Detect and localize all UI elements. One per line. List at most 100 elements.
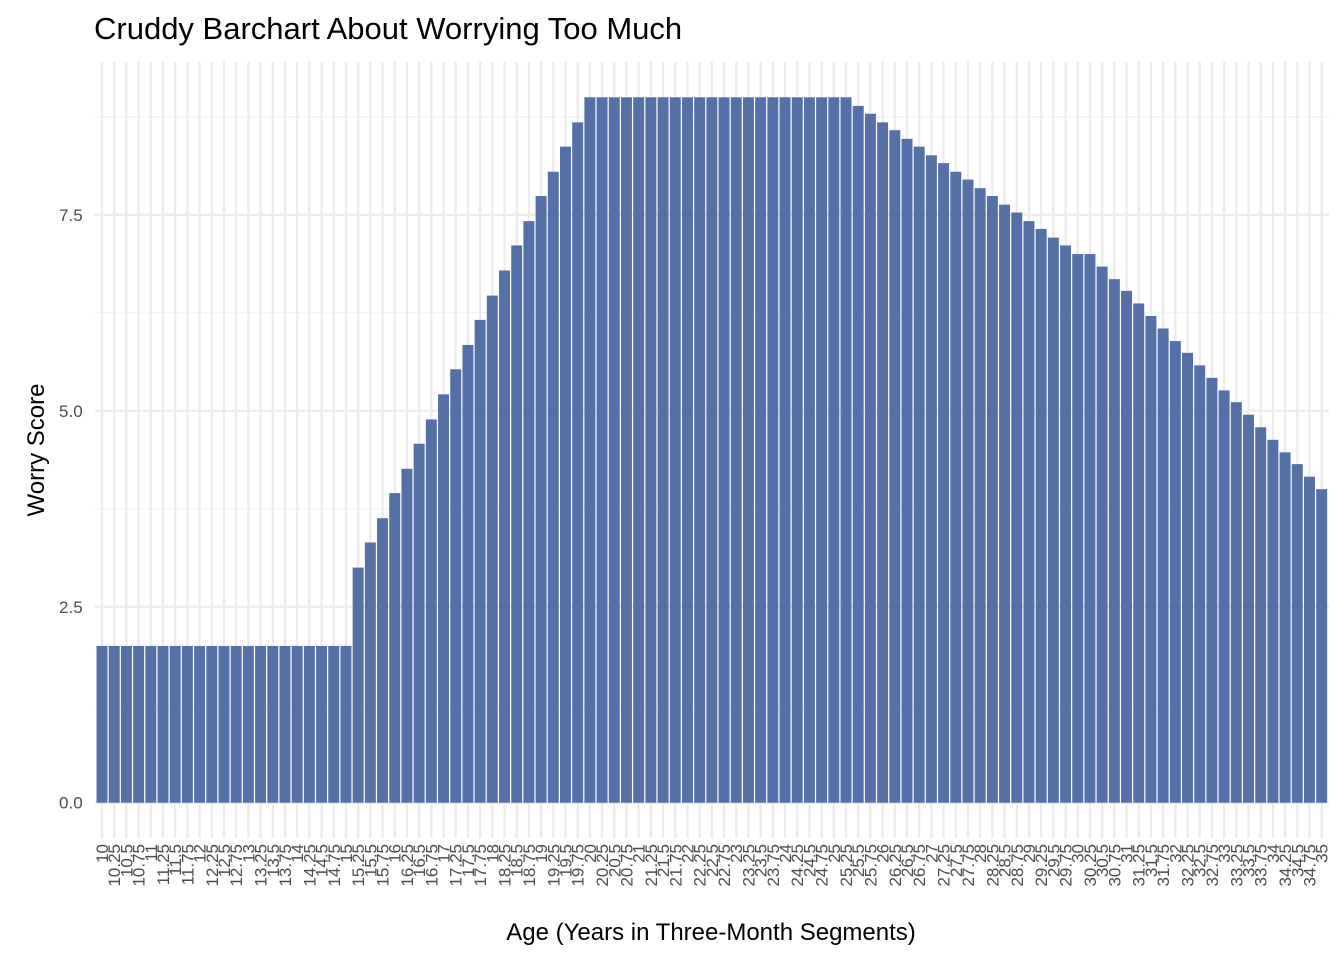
bar [218,645,230,803]
bar [864,113,876,803]
bar [255,645,267,803]
bar [1047,237,1059,803]
bar [1060,245,1072,803]
x-tick-label: 35 [1313,844,1332,863]
x-tick-label: 20.5 [605,844,624,877]
bar [560,146,571,803]
bar [1169,341,1181,803]
bar [511,245,523,803]
x-tick-label: 33.5 [1240,844,1259,877]
x-tick-label: 20.25 [593,844,612,887]
x-tick-label: 34.25 [1276,844,1295,887]
bar [120,645,132,803]
bar [938,163,950,803]
bar [206,645,218,803]
x-tick-label: 25.25 [837,844,856,887]
bar [889,130,901,803]
x-tick-label: 17 [435,844,454,863]
x-tick-label: 25.75 [861,844,880,887]
x-tick-label: 12.75 [227,844,246,887]
x-tick-label: 22.25 [691,844,710,887]
x-tick-label: 22 [678,844,697,863]
x-tick-label: 28.75 [1008,844,1027,887]
bar [779,97,791,803]
x-tick-label: 23.75 [764,844,783,887]
x-tick-label: 24.25 [788,844,807,887]
bar [1157,328,1169,803]
x-tick-label: 32.25 [1179,844,1198,887]
x-tick-label: 11 [142,844,161,862]
x-tick-label: 21.25 [642,844,661,887]
x-tick-label: 27.25 [935,844,954,887]
x-tick-label: 10 [93,844,112,863]
bar [108,645,120,803]
bar [669,97,681,803]
bar [194,645,206,803]
x-tick-label: 26.5 [898,844,917,877]
x-tick-label: 23.25 [739,844,758,887]
x-tick-label: 18 [483,844,502,863]
x-tick-label: 15.75 [374,844,393,887]
x-tick-label: 17.25 [447,844,466,887]
x-tick-label: 17.5 [459,844,478,877]
x-tick-label: 24 [776,844,795,863]
x-tick-label: 30.25 [1081,844,1100,887]
bar [999,204,1011,803]
bar [1218,390,1230,803]
bar [974,188,986,803]
x-tick-label: 11.5 [166,844,185,876]
x-tick-label: 10.25 [105,844,124,887]
x-tick-label: 29.5 [1044,844,1063,877]
bar [962,179,974,803]
x-tick-label: 33.75 [1252,844,1271,887]
x-tick-label: 34.75 [1300,844,1319,887]
x-tick-label: 24.75 [813,844,832,887]
x-tick-label: 33 [1215,844,1234,863]
x-tick-label: 19.5 [556,844,575,877]
x-tick-label: 14 [288,844,307,863]
x-tick-label: 16.5 [410,844,429,877]
bar [425,419,437,803]
bar [1023,221,1035,803]
bar [303,645,315,803]
bar [328,645,340,803]
bar [1291,464,1303,803]
x-tick-label: 16 [386,844,405,863]
x-tick-label: 24.5 [800,844,819,877]
x-tick-label: 28.25 [983,844,1002,887]
x-tick-label: 31 [1118,844,1137,863]
bar [925,155,937,803]
bar [706,97,718,803]
bar [96,645,108,803]
bar [340,645,352,803]
bar [316,645,328,803]
bar [681,97,693,803]
bar [1084,254,1096,803]
bar [840,97,852,803]
bar [535,196,547,803]
chart-title: Cruddy Barchart About Worrying Too Much [94,11,682,46]
bar [1230,402,1242,803]
bar [1011,212,1023,803]
bar [1096,266,1108,803]
x-tick-label: 32 [1166,844,1185,863]
x-tick-label: 22.5 [703,844,722,877]
bar [657,97,669,803]
bar [645,97,657,803]
bar [1267,439,1279,803]
x-tick-label: 19 [532,844,551,863]
bar [608,97,620,803]
bar [1108,279,1120,803]
x-tick-label: 12.5 [215,844,234,877]
bar [230,645,242,803]
x-tick-label: 28.5 [996,844,1015,877]
x-tick-label: 29.25 [1032,844,1051,887]
bar [901,138,913,803]
x-tick-label: 32.5 [1191,844,1210,877]
x-tick-label: 30 [1069,844,1088,863]
bar [633,97,645,803]
x-tick-label: 12.25 [203,844,222,887]
bar [1072,254,1084,803]
x-tick-label: 34.5 [1288,844,1307,877]
bar [986,196,998,803]
